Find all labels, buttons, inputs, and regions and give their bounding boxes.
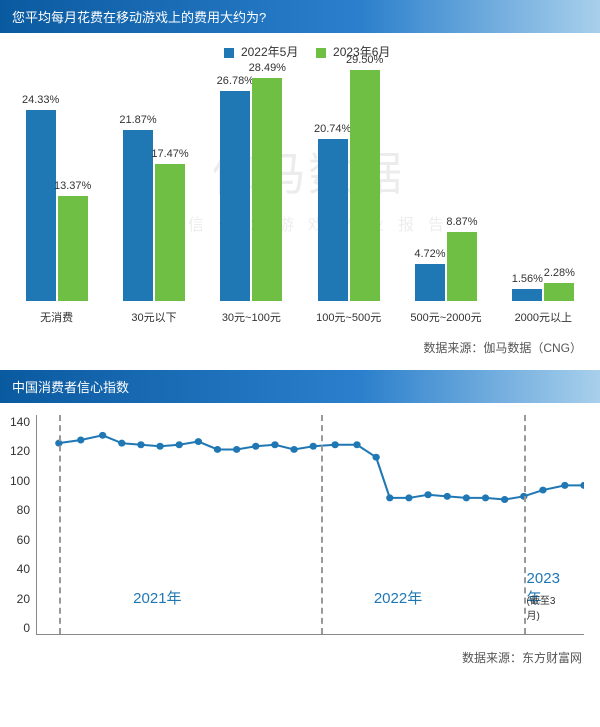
year-label: 2022年 bbox=[374, 587, 422, 608]
x-tick: 无消费 bbox=[8, 309, 105, 325]
x-tick: 500元~2000元 bbox=[397, 309, 494, 325]
y-tick: 140 bbox=[10, 415, 30, 429]
legend-label-0: 2022年5月 bbox=[241, 45, 298, 59]
bar: 1.56% bbox=[512, 289, 542, 301]
bar-group: 26.78%28.49% bbox=[203, 78, 300, 301]
line-chart-source: 数据来源：东方财富网 bbox=[0, 641, 600, 680]
data-point bbox=[271, 441, 278, 448]
data-point bbox=[331, 441, 338, 448]
line-chart-title: 中国消费者信心指数 bbox=[0, 370, 600, 403]
year-divider bbox=[321, 415, 323, 634]
bar: 8.87% bbox=[447, 232, 477, 302]
data-point bbox=[290, 446, 297, 453]
year-divider bbox=[524, 415, 526, 634]
year-divider bbox=[59, 415, 61, 634]
data-point bbox=[77, 437, 84, 444]
legend-swatch-1 bbox=[316, 48, 326, 58]
data-point bbox=[561, 482, 568, 489]
data-point bbox=[195, 438, 202, 445]
y-tick: 60 bbox=[10, 533, 30, 547]
legend-swatch-0 bbox=[224, 48, 234, 58]
bar-plot: 24.33%13.37%21.87%17.47%26.78%28.49%20.7… bbox=[8, 66, 592, 301]
bar-value-label: 20.74% bbox=[314, 123, 351, 135]
y-tick: 120 bbox=[10, 444, 30, 458]
data-point bbox=[118, 440, 125, 447]
bar-value-label: 26.78% bbox=[217, 75, 254, 87]
bar: 20.74% bbox=[318, 139, 348, 302]
y-tick: 0 bbox=[10, 621, 30, 635]
data-point bbox=[580, 482, 584, 489]
x-tick: 100元~500元 bbox=[300, 309, 397, 325]
x-tick: 30元~100元 bbox=[203, 309, 300, 325]
data-point bbox=[501, 496, 508, 503]
bar: 24.33% bbox=[26, 110, 56, 301]
bar: 29.50% bbox=[350, 70, 380, 301]
bar-chart-source: 数据来源：伽马数据（CNG） bbox=[0, 331, 600, 370]
year-label: 2021年 bbox=[133, 587, 181, 608]
bar: 28.49% bbox=[252, 78, 282, 301]
bar: 17.47% bbox=[155, 164, 185, 301]
bar: 2.28% bbox=[544, 283, 574, 301]
bar-chart-panel: 您平均每月花费在移动游戏上的费用大约为? 2022年5月 2023年6月 伽马数… bbox=[0, 0, 600, 370]
bar-group: 24.33%13.37% bbox=[8, 110, 105, 301]
data-point bbox=[156, 443, 163, 450]
data-point bbox=[372, 454, 379, 461]
data-point bbox=[99, 432, 106, 439]
bar-chart-title: 您平均每月花费在移动游戏上的费用大约为? bbox=[0, 0, 600, 33]
y-tick: 40 bbox=[10, 562, 30, 576]
bar-value-label: 13.37% bbox=[54, 180, 91, 192]
data-point bbox=[539, 487, 546, 494]
x-tick: 30元以下 bbox=[105, 309, 202, 325]
year-sub-label: (截至3月) bbox=[527, 592, 565, 622]
data-point bbox=[386, 494, 393, 501]
bar-group: 1.56%2.28% bbox=[495, 283, 592, 301]
y-tick: 100 bbox=[10, 474, 30, 488]
data-point bbox=[353, 441, 360, 448]
bar: 13.37% bbox=[58, 196, 88, 301]
data-point bbox=[482, 494, 489, 501]
line-plot: 2021年2022年2023年(截至3月) bbox=[36, 415, 584, 635]
bar-group: 20.74%29.50% bbox=[300, 70, 397, 301]
data-point bbox=[424, 491, 431, 498]
bar-value-label: 17.47% bbox=[151, 148, 188, 160]
bar: 26.78% bbox=[220, 91, 250, 301]
bar-value-label: 24.33% bbox=[22, 94, 59, 106]
bar-value-label: 29.50% bbox=[346, 54, 383, 66]
line-chart-area: 140120100806040200 2021年2022年2023年(截至3月) bbox=[0, 403, 600, 641]
x-tick: 2000元以上 bbox=[495, 309, 592, 325]
y-tick: 20 bbox=[10, 592, 30, 606]
data-point bbox=[463, 494, 470, 501]
data-point bbox=[233, 446, 240, 453]
data-point bbox=[176, 441, 183, 448]
bar-value-label: 8.87% bbox=[446, 216, 477, 228]
bar-x-axis: 无消费30元以下30元~100元100元~500元500元~2000元2000元… bbox=[8, 309, 592, 325]
bar-value-label: 28.49% bbox=[249, 62, 286, 74]
y-tick: 80 bbox=[10, 503, 30, 517]
bar-chart-area: 2022年5月 2023年6月 伽马数据 微信号：游戏产业报告 24.33%13… bbox=[0, 33, 600, 331]
data-point bbox=[444, 493, 451, 500]
data-point bbox=[252, 443, 259, 450]
bar-value-label: 2.28% bbox=[544, 267, 575, 279]
bar-value-label: 1.56% bbox=[512, 273, 543, 285]
bar: 21.87% bbox=[123, 130, 153, 301]
data-point bbox=[137, 441, 144, 448]
line-chart-panel: 中国消费者信心指数 140120100806040200 2021年2022年2… bbox=[0, 370, 600, 680]
bar-group: 4.72%8.87% bbox=[397, 232, 494, 302]
data-point bbox=[405, 494, 412, 501]
data-point bbox=[310, 443, 317, 450]
bar-value-label: 4.72% bbox=[414, 248, 445, 260]
bar-group: 21.87%17.47% bbox=[105, 130, 202, 301]
bar: 4.72% bbox=[415, 264, 445, 301]
bar-value-label: 21.87% bbox=[119, 114, 156, 126]
data-point bbox=[214, 446, 221, 453]
bar-chart-legend: 2022年5月 2023年6月 bbox=[8, 43, 592, 60]
